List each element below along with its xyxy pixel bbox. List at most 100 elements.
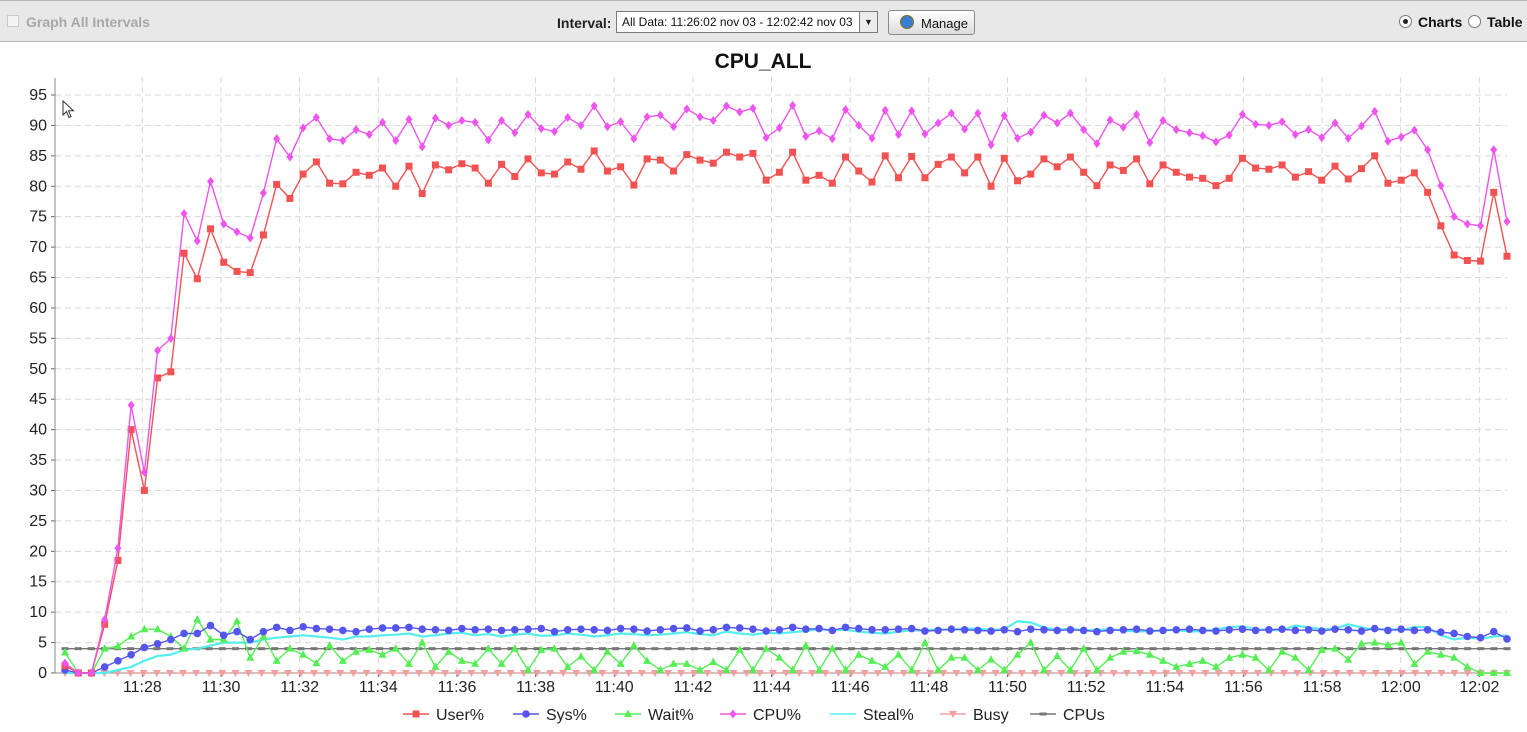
point-cpu-pct xyxy=(1344,133,1352,143)
point-wait-pct xyxy=(272,656,281,664)
point-wait-pct xyxy=(1357,639,1366,647)
point-sys-pct xyxy=(775,626,784,634)
point-busy xyxy=(1253,670,1262,677)
point-cpus xyxy=(559,647,567,651)
point-sys-pct xyxy=(444,626,453,635)
point-cpu-pct xyxy=(775,123,783,133)
point-cpu-pct xyxy=(445,120,453,130)
point-busy xyxy=(768,670,777,677)
point-user-pct xyxy=(855,167,863,175)
point-busy xyxy=(192,670,201,677)
point-cpu-pct xyxy=(101,614,109,624)
point-user-pct xyxy=(1080,168,1088,176)
point-busy xyxy=(624,670,633,677)
point-user-pct xyxy=(1291,173,1299,181)
point-cpu-pct xyxy=(418,142,426,152)
point-sys-pct xyxy=(828,626,837,635)
point-cpus xyxy=(1359,647,1367,651)
point-cpus xyxy=(166,647,174,651)
point-sys-pct xyxy=(1146,627,1154,635)
point-wait-pct xyxy=(973,665,982,673)
point-sys-pct xyxy=(802,625,810,633)
point-user-pct xyxy=(484,179,492,187)
point-wait-pct xyxy=(1450,653,1459,661)
point-busy xyxy=(1227,670,1236,677)
point-user-pct xyxy=(749,149,757,157)
manage-button[interactable]: Manage xyxy=(888,10,975,35)
point-cpu-pct xyxy=(961,124,969,134)
point-wait-pct xyxy=(497,659,506,667)
point-busy xyxy=(886,670,895,677)
point-cpu-pct xyxy=(1490,145,1498,155)
point-cpus xyxy=(428,647,436,651)
y-tick-label: 90 xyxy=(29,117,47,134)
point-cpus xyxy=(1044,647,1052,651)
point-user-pct xyxy=(908,152,916,160)
point-cpu-pct xyxy=(789,100,797,110)
point-cpu-pct xyxy=(630,134,638,144)
graph-all-checkbox[interactable] xyxy=(7,15,19,27)
point-cpu-pct xyxy=(259,188,267,198)
point-wait-pct xyxy=(1013,650,1022,658)
point-cpu-pct xyxy=(908,106,916,116)
point-user-pct xyxy=(259,231,267,239)
point-wait-pct xyxy=(1106,653,1115,661)
point-sys-pct xyxy=(1198,626,1207,635)
legend-label-user-pct: User% xyxy=(436,707,484,724)
point-cpus xyxy=(454,647,462,651)
point-sys-pct xyxy=(788,623,797,632)
point-busy xyxy=(532,670,541,677)
point-busy xyxy=(1240,670,1249,677)
point-wait-pct xyxy=(537,645,546,653)
table-radio[interactable] xyxy=(1468,15,1481,28)
point-busy xyxy=(598,670,607,677)
point-cpu-pct xyxy=(1093,139,1101,149)
y-tick-label: 15 xyxy=(29,574,47,591)
point-sys-pct xyxy=(1370,624,1379,633)
point-user-pct xyxy=(987,182,995,190)
point-user-pct xyxy=(590,147,598,155)
point-cpu-pct xyxy=(339,136,347,146)
charts-radio[interactable] xyxy=(1399,15,1412,28)
point-cpu-pct xyxy=(736,107,744,117)
point-wait-pct xyxy=(246,653,255,661)
dropdown-arrow-icon[interactable]: ▼ xyxy=(859,12,877,32)
point-busy xyxy=(1149,670,1158,677)
point-cpu-pct xyxy=(1410,125,1418,135)
y-tick-label: 95 xyxy=(29,87,47,104)
point-wait-pct xyxy=(801,641,810,649)
point-sys-pct xyxy=(1225,626,1233,634)
point-cpus xyxy=(1503,647,1511,651)
point-user-pct xyxy=(1066,153,1074,161)
x-tick-label: 11:46 xyxy=(831,679,870,696)
point-busy xyxy=(637,670,646,677)
interval-select[interactable]: All Data: 11:26:02 nov 03 - 12:02:42 nov… xyxy=(616,11,878,33)
point-user-pct xyxy=(1053,163,1061,171)
point-user-pct xyxy=(167,368,175,376)
point-wait-pct xyxy=(907,665,916,673)
point-cpus xyxy=(730,647,738,651)
point-user-pct xyxy=(815,171,823,179)
point-user-pct xyxy=(1450,251,1458,259)
point-user-pct xyxy=(352,168,360,176)
point-wait-pct xyxy=(1278,647,1287,655)
x-tick-label: 11:38 xyxy=(516,679,555,696)
point-wait-pct xyxy=(1463,662,1472,670)
interval-label: Interval: xyxy=(557,15,612,31)
point-user-pct xyxy=(921,174,929,182)
y-tick-label: 50 xyxy=(29,361,47,378)
point-cpu-pct xyxy=(1477,221,1485,231)
point-cpus xyxy=(494,647,502,651)
point-user-pct xyxy=(1238,154,1246,162)
point-sys-pct xyxy=(1040,626,1048,634)
point-user-pct xyxy=(1424,188,1432,196)
point-cpu-pct xyxy=(273,134,281,144)
point-cpus xyxy=(1031,647,1039,651)
point-busy xyxy=(913,670,922,677)
point-cpus xyxy=(1411,647,1419,651)
point-cpus xyxy=(520,647,528,651)
point-busy xyxy=(1437,670,1446,677)
point-cpu-pct xyxy=(577,120,585,130)
point-wait-pct xyxy=(629,641,638,649)
point-wait-pct xyxy=(299,650,308,658)
